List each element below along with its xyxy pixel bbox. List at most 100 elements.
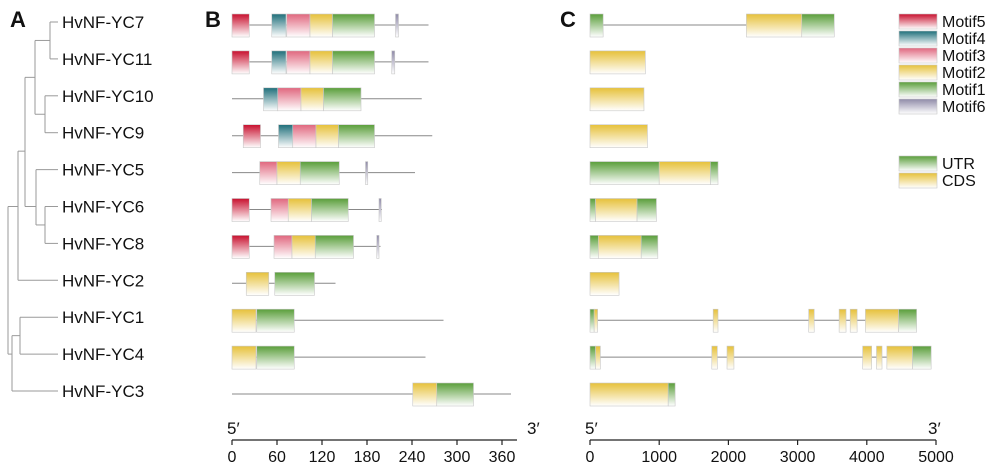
motif-box-motif3 (292, 124, 317, 148)
motif-box-motif3 (277, 87, 302, 112)
motif-box-motif1 (332, 50, 375, 75)
structure-box-utr (710, 161, 719, 185)
legend-label: UTR (942, 156, 975, 173)
motif-box-motif2 (287, 198, 312, 222)
motif-box-motif2 (291, 235, 316, 259)
legend-label: Motif1 (942, 82, 986, 99)
axis-tick-label: 120 (309, 449, 336, 466)
motif-axis: 5′ 3′ 0 60 120 180 240 300 360 (227, 419, 540, 466)
gene-label: HvNF-YC9 (62, 124, 144, 143)
structure-box-cds (865, 308, 899, 333)
axis-end-label: 3′ (527, 419, 540, 438)
legend-swatch-motif5 (898, 13, 938, 30)
structure-box-cds (838, 308, 847, 333)
structure-box-cds (886, 345, 913, 370)
panel-label-a: A (10, 7, 26, 32)
axis-tick-label: 180 (354, 449, 381, 466)
axis-tick-label: 60 (268, 449, 286, 466)
structure-box-utr (801, 13, 835, 38)
gene-label: HvNF-YC3 (62, 382, 144, 401)
motif-box-motif1 (436, 382, 474, 407)
motif-box-motif3 (259, 161, 278, 185)
structure-box-utr (898, 308, 917, 333)
motif-box-motif5 (242, 124, 261, 148)
axis-tick-label: 0 (228, 449, 237, 466)
legend-swatch-motif2 (898, 64, 938, 81)
motif-box-motif1 (274, 271, 315, 296)
structure-box-utr (589, 161, 660, 185)
legend-label: Motif3 (942, 48, 986, 65)
motif-box-motif2 (300, 87, 324, 112)
axis-tick-label: 300 (444, 449, 471, 466)
axis-tick-label: 1000 (641, 449, 677, 466)
structure-box-utr (640, 235, 659, 259)
axis-tick-label: 240 (399, 449, 426, 466)
axis-tick-label: 0 (586, 449, 595, 466)
structure-axis: 5′ 3′ 0 1000 2000 3000 4000 5000 (585, 419, 954, 466)
structure-box-cds (589, 124, 648, 148)
motif-box-motif2 (231, 308, 257, 333)
motif-box-motif3 (270, 198, 289, 222)
motif-box-motif5 (231, 198, 250, 222)
motif-box-motif1 (332, 13, 375, 38)
structure-box-utr (589, 13, 604, 38)
motif-box-motif1 (311, 198, 349, 222)
gene-label: HvNF-YC2 (62, 271, 144, 290)
motif-box-motif5 (231, 13, 250, 38)
motif-box-motif1 (256, 345, 295, 370)
motif-box-motif6 (391, 50, 396, 75)
panel-label-b: B (205, 7, 221, 32)
structure-panel (589, 13, 932, 407)
gene-label: HvNF-YC6 (62, 198, 144, 217)
structure-box-cds (598, 235, 642, 259)
structure-box-utr (589, 235, 599, 259)
structure-box-cds (862, 345, 872, 370)
gene-label: HvNF-YC5 (62, 161, 144, 180)
motif-box-motif1 (299, 161, 340, 185)
panel-label-c: C (560, 7, 576, 32)
motif-box-motif2 (231, 345, 257, 370)
gene-label: HvNF-YC7 (62, 13, 144, 32)
structure-box-cds (849, 308, 858, 333)
structure-box-cds (746, 13, 803, 38)
legend-label: Motif5 (942, 14, 986, 31)
motif-box-motif6 (395, 13, 399, 38)
structure-box-cds (595, 345, 601, 370)
structure-box-utr (589, 198, 596, 222)
motif-box-motif1 (256, 308, 295, 333)
structure-box-cds (593, 308, 598, 333)
legend-label: Motif2 (942, 65, 986, 82)
structure-box-cds (589, 271, 620, 296)
axis-start-label: 5′ (585, 419, 598, 438)
structure-box-cds (726, 345, 735, 370)
gene-label: HvNF-YC8 (62, 234, 144, 253)
structure-box-cds (712, 308, 719, 333)
motif-box-motif4 (263, 87, 279, 112)
structure-box-utr (667, 382, 676, 407)
motif-box-motif2 (315, 124, 339, 148)
motif-box-motif3 (286, 13, 311, 38)
structure-box-cds (589, 382, 669, 407)
legend-swatch-utr (898, 155, 938, 172)
structure-box-cds (589, 50, 646, 75)
motif-box-motif1 (314, 235, 354, 259)
motif-box-motif6 (376, 235, 380, 259)
motif-box-motif1 (323, 87, 362, 112)
motif-box-motif2 (412, 382, 438, 407)
motif-box-motif4 (271, 50, 287, 75)
legend-label: Motif4 (942, 31, 986, 48)
motif-box-motif2 (309, 13, 333, 38)
motif-box-motif6 (378, 198, 382, 222)
structure-box-utr (589, 308, 595, 333)
motif-box-motif3 (286, 50, 311, 75)
motif-box-motif3 (273, 235, 293, 259)
gene-label: HvNF-YC11 (62, 50, 152, 69)
motif-box-motif5 (231, 235, 250, 259)
structure-box-utr (912, 345, 932, 370)
structure-box-cds (658, 161, 711, 185)
axis-tick-label: 4000 (849, 449, 885, 466)
axis-end-label: 3′ (928, 419, 941, 438)
motif-panel (231, 13, 511, 407)
